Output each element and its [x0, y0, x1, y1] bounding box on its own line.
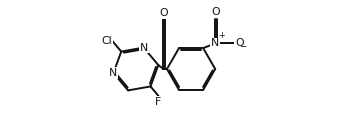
- Text: O: O: [211, 7, 220, 17]
- Text: O: O: [159, 8, 168, 18]
- Text: −: −: [239, 41, 246, 50]
- Text: O: O: [235, 39, 244, 48]
- Text: N: N: [140, 43, 148, 53]
- Text: F: F: [155, 97, 162, 107]
- Text: Cl: Cl: [101, 36, 112, 46]
- Text: N: N: [211, 39, 219, 48]
- Text: N: N: [109, 68, 118, 78]
- Text: +: +: [218, 31, 225, 40]
